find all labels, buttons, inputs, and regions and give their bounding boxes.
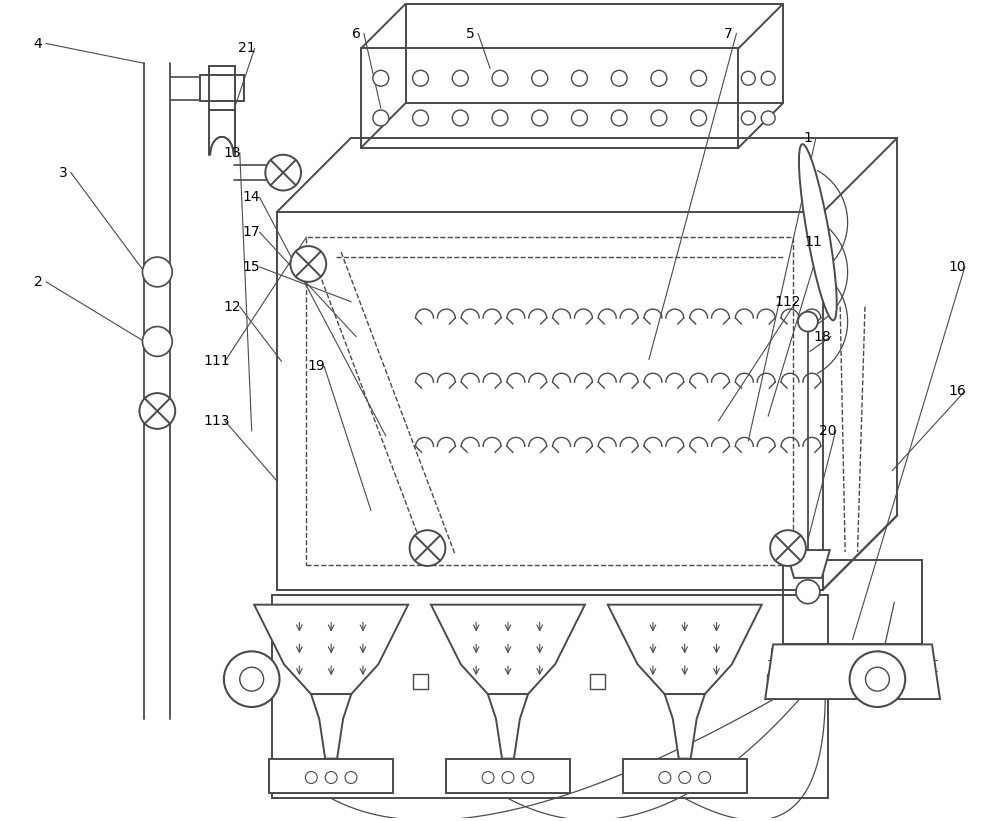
Text: 6: 6: [352, 26, 360, 40]
Circle shape: [651, 71, 667, 86]
Polygon shape: [311, 694, 351, 759]
Circle shape: [761, 111, 775, 125]
Circle shape: [413, 71, 428, 86]
Circle shape: [325, 772, 337, 783]
Circle shape: [741, 111, 755, 125]
Circle shape: [139, 393, 175, 429]
Circle shape: [452, 71, 468, 86]
Text: 13: 13: [223, 146, 241, 160]
Text: 111: 111: [204, 355, 230, 369]
Circle shape: [611, 71, 627, 86]
Circle shape: [373, 71, 389, 86]
Bar: [767, 674, 782, 689]
Ellipse shape: [799, 144, 837, 320]
Text: 12: 12: [223, 300, 241, 314]
Circle shape: [796, 580, 820, 603]
Circle shape: [240, 667, 264, 691]
Circle shape: [305, 772, 317, 783]
Bar: [590, 674, 605, 689]
Circle shape: [761, 71, 775, 85]
Circle shape: [611, 110, 627, 126]
Text: 3: 3: [59, 166, 67, 180]
Circle shape: [413, 110, 428, 126]
Circle shape: [224, 651, 280, 707]
Bar: [783, 560, 922, 644]
Bar: [446, 759, 570, 793]
Bar: [296, 767, 366, 788]
Polygon shape: [254, 605, 408, 694]
Polygon shape: [488, 694, 528, 759]
Circle shape: [345, 772, 357, 783]
Polygon shape: [786, 550, 830, 578]
Text: 4: 4: [34, 36, 43, 51]
Circle shape: [850, 651, 905, 707]
Text: 2: 2: [34, 275, 43, 289]
Bar: [277, 213, 823, 589]
Polygon shape: [665, 694, 705, 759]
Circle shape: [290, 246, 326, 282]
Circle shape: [522, 772, 534, 783]
Circle shape: [798, 312, 818, 332]
Circle shape: [452, 110, 468, 126]
Polygon shape: [765, 644, 940, 699]
Polygon shape: [608, 605, 762, 694]
Bar: [623, 759, 747, 793]
Circle shape: [572, 110, 587, 126]
Circle shape: [741, 71, 755, 85]
Circle shape: [691, 71, 707, 86]
Circle shape: [482, 772, 494, 783]
Text: 17: 17: [243, 225, 261, 239]
Bar: [269, 759, 393, 793]
Circle shape: [532, 71, 548, 86]
Circle shape: [866, 667, 889, 691]
Circle shape: [572, 71, 587, 86]
Circle shape: [410, 530, 445, 566]
Text: 16: 16: [948, 384, 966, 398]
Bar: [306, 237, 793, 565]
Bar: [413, 674, 428, 689]
Circle shape: [770, 530, 806, 566]
Circle shape: [532, 110, 548, 126]
Text: 113: 113: [204, 414, 230, 428]
Text: 11: 11: [804, 235, 822, 249]
Text: 1: 1: [803, 131, 812, 144]
Text: 18: 18: [814, 329, 832, 343]
Text: 14: 14: [243, 190, 261, 204]
Circle shape: [492, 71, 508, 86]
Text: 20: 20: [819, 424, 837, 438]
Circle shape: [679, 772, 691, 783]
Circle shape: [492, 110, 508, 126]
Circle shape: [373, 110, 389, 126]
Text: 10: 10: [948, 260, 966, 274]
Circle shape: [142, 257, 172, 287]
Circle shape: [699, 772, 711, 783]
Text: 19: 19: [307, 360, 325, 374]
Bar: [650, 767, 720, 788]
Text: 21: 21: [238, 42, 256, 56]
Circle shape: [659, 772, 671, 783]
Text: 15: 15: [243, 260, 261, 274]
Circle shape: [265, 154, 301, 190]
Circle shape: [142, 327, 172, 356]
Circle shape: [651, 110, 667, 126]
Text: 112: 112: [775, 295, 801, 309]
Text: 7: 7: [724, 26, 733, 40]
Text: 5: 5: [466, 26, 475, 40]
Bar: [272, 594, 828, 798]
Circle shape: [502, 772, 514, 783]
Bar: [473, 767, 543, 788]
Polygon shape: [431, 605, 585, 694]
Circle shape: [691, 110, 707, 126]
